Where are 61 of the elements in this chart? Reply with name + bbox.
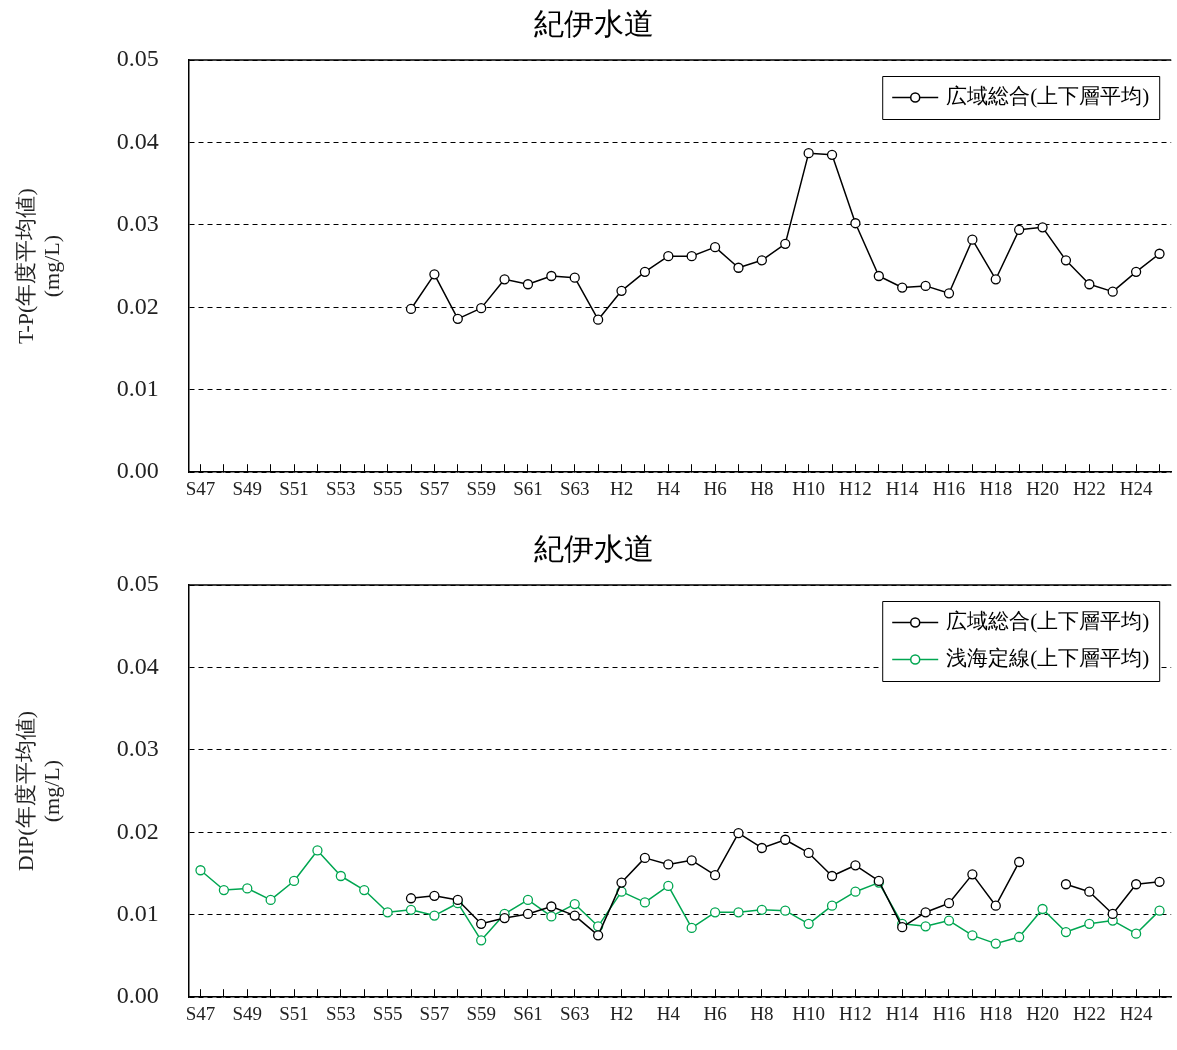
x-tick-label: H22 [1072, 477, 1106, 499]
x-tick-label: S59 [466, 1002, 496, 1024]
x-tick-label: H14 [885, 477, 920, 499]
legend-label: 浅海定線(上下層平均) [946, 646, 1150, 671]
y-axis-title: T-P(年度平均値) (mg/L) [12, 188, 65, 344]
x-tick-label: S59 [466, 477, 496, 499]
y-tick-label: 0.02 [116, 817, 159, 844]
y-tick-label: 0.05 [116, 45, 159, 72]
y-tick-label: 0.03 [116, 735, 159, 762]
x-tick-label: S51 [279, 477, 309, 499]
x-tick-label: S57 [419, 477, 450, 499]
x-tick-label: S55 [372, 1002, 403, 1024]
x-tick-label: H24 [1119, 1002, 1153, 1024]
x-tick-label: H8 [750, 1002, 774, 1024]
x-tick-label: H6 [703, 1002, 727, 1024]
x-tick-label: H6 [703, 477, 727, 499]
x-tick-label: H18 [979, 477, 1013, 499]
x-tick-label: H20 [1026, 477, 1059, 499]
x-tick-label: S53 [326, 477, 356, 499]
x-tick-label: H10 [792, 477, 826, 499]
y-tick-label: 0.04 [116, 652, 159, 679]
x-tick-label: S49 [232, 1002, 263, 1024]
x-tick-label: H2 [609, 477, 634, 499]
x-tick-label: S55 [372, 477, 403, 499]
x-tick-label: S61 [513, 1002, 543, 1024]
y-tick-label: 0.03 [116, 210, 159, 237]
x-tick-label: H12 [839, 1002, 872, 1024]
legend-label: 広域総合(上下層平均) [946, 84, 1150, 109]
y-tick-label: 0.01 [116, 900, 159, 927]
chart-title: 紀伊水道 [533, 531, 654, 565]
y-tick-label: 0.01 [116, 375, 159, 402]
x-tick-label: H24 [1119, 477, 1153, 499]
y-tick-label: 0.02 [116, 292, 159, 319]
legend-label: 広域総合(上下層平均) [946, 609, 1150, 634]
x-tick-label: S47 [185, 477, 216, 499]
x-tick-label: S61 [513, 477, 543, 499]
x-tick-label: H18 [979, 1002, 1013, 1024]
chart-title: 紀伊水道 [533, 6, 654, 40]
x-tick-label: H10 [792, 1002, 826, 1024]
x-tick-label: H14 [885, 1002, 920, 1024]
x-tick-label: H20 [1026, 1002, 1059, 1024]
x-tick-label: H4 [656, 1002, 681, 1024]
y-tick-label: 0.00 [116, 457, 159, 484]
x-tick-label: H16 [932, 477, 966, 499]
x-tick-label: S47 [185, 1002, 216, 1024]
x-tick-label: H8 [750, 477, 774, 499]
y-tick-label: 0.04 [116, 127, 159, 154]
x-tick-label: H12 [839, 477, 872, 499]
y-tick-label: 0.05 [116, 570, 159, 597]
x-tick-label: H4 [656, 477, 681, 499]
x-tick-label: S63 [559, 477, 590, 499]
x-tick-label: S49 [232, 477, 263, 499]
x-tick-label: S51 [279, 1002, 309, 1024]
x-tick-label: S63 [559, 1002, 590, 1024]
x-tick-label: H22 [1072, 1002, 1106, 1024]
x-tick-label: S53 [326, 1002, 356, 1024]
y-axis-title: DIP(年度平均値) (mg/L) [12, 711, 65, 872]
x-tick-label: H16 [932, 1002, 966, 1024]
x-tick-label: H2 [609, 1002, 634, 1024]
x-tick-label: S57 [419, 1002, 450, 1024]
y-tick-label: 0.00 [116, 982, 159, 1009]
